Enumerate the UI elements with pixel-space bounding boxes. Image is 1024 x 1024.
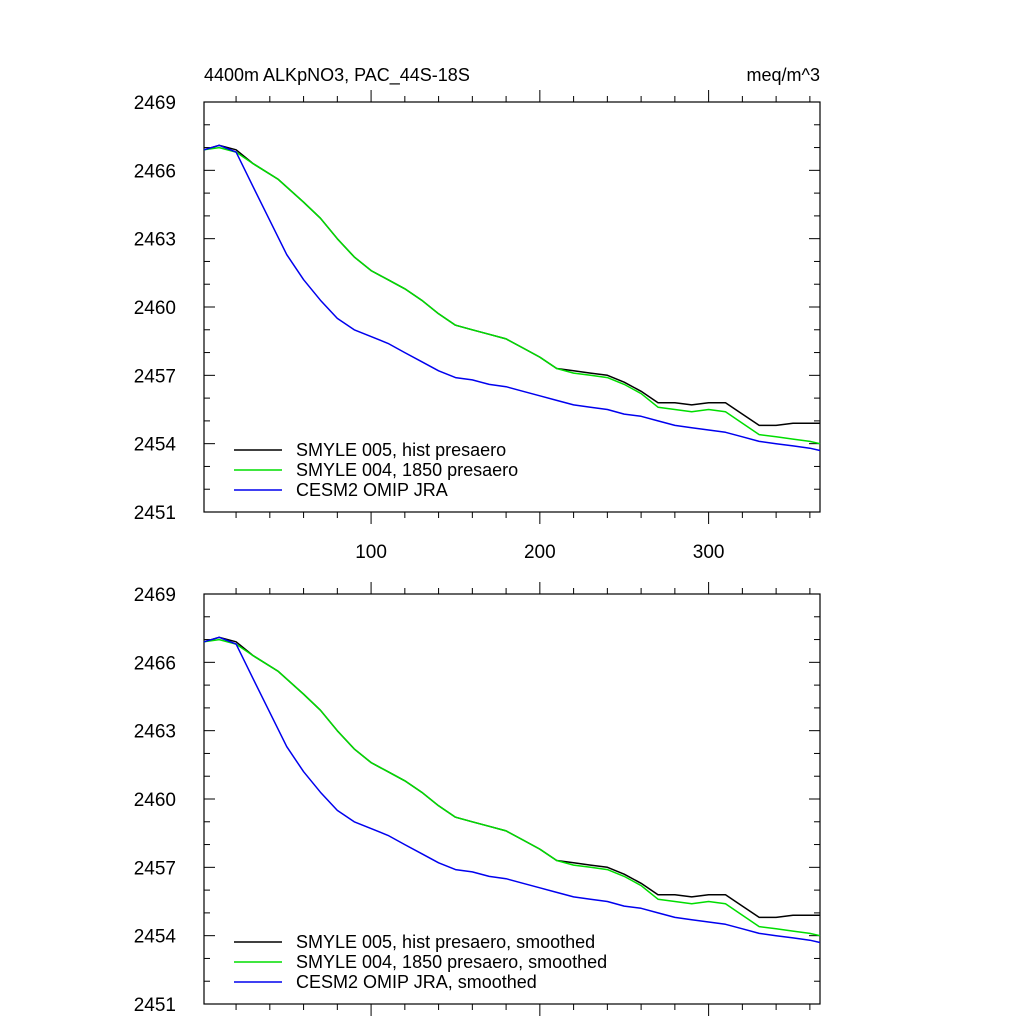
- y-tick-label: 2463: [134, 722, 176, 743]
- y-tick-label: 2466: [134, 653, 176, 674]
- legend-label-2: SMYLE 004, 1850 presaero: [296, 460, 518, 480]
- series-line-2: [203, 146, 821, 445]
- series-line-3: [203, 636, 821, 944]
- legend-label-2: SMYLE 004, 1850 presaero, smoothed: [296, 952, 607, 972]
- y-tick-label: 2460: [134, 790, 176, 811]
- y-tick-label: 2454: [134, 435, 177, 456]
- bottom-panel: 2451 2454 2457 2460 2463 2466 2469 SMYLE 005, h…: [134, 582, 821, 1016]
- y-tick-label: 2457: [134, 366, 176, 387]
- legend-label-1: SMYLE 005, hist presaero: [296, 440, 506, 460]
- series-line-1: [203, 144, 820, 427]
- y-tick-label: 2454: [134, 927, 177, 948]
- chart-units: meq/m^3: [747, 65, 820, 85]
- y-tick-label: 2466: [134, 161, 176, 182]
- chart-title: 4400m ALKpNO3, PAC_44S-18S: [204, 65, 470, 86]
- legend-label-1: SMYLE 005, hist presaero, smoothed: [296, 932, 595, 952]
- top-panel: 2451 2454 2457 2460 2463 2466 2469 100 200 300 SMY…: [134, 90, 821, 563]
- series-line-3: [203, 144, 821, 452]
- y-tick-label: 2460: [134, 298, 176, 319]
- x-tick-label: 200: [524, 542, 556, 563]
- x-tick-label: 100: [355, 542, 387, 563]
- legend-label-3: CESM2 OMIP JRA, smoothed: [296, 972, 537, 992]
- y-tick-label: 2469: [134, 585, 176, 606]
- y-tick-label: 2469: [134, 93, 176, 114]
- y-tick-label: 2463: [134, 230, 176, 251]
- series-line-1: [203, 636, 820, 919]
- x-tick-label: 300: [693, 542, 725, 563]
- y-tick-label: 2457: [134, 858, 176, 879]
- y-tick-label: 2451: [134, 503, 176, 524]
- legend-label-3: CESM2 OMIP JRA: [296, 480, 448, 500]
- series-line-2: [203, 638, 821, 937]
- y-tick-label: 2451: [134, 995, 176, 1016]
